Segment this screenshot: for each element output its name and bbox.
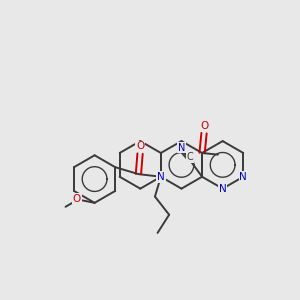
Text: N: N xyxy=(157,172,165,182)
Text: N: N xyxy=(239,172,247,182)
Text: C: C xyxy=(187,152,194,162)
Text: N: N xyxy=(178,143,185,153)
Text: O: O xyxy=(136,141,144,152)
Text: N: N xyxy=(157,172,165,182)
Text: O: O xyxy=(73,194,81,203)
Text: N: N xyxy=(219,184,226,194)
Text: O: O xyxy=(200,121,208,131)
